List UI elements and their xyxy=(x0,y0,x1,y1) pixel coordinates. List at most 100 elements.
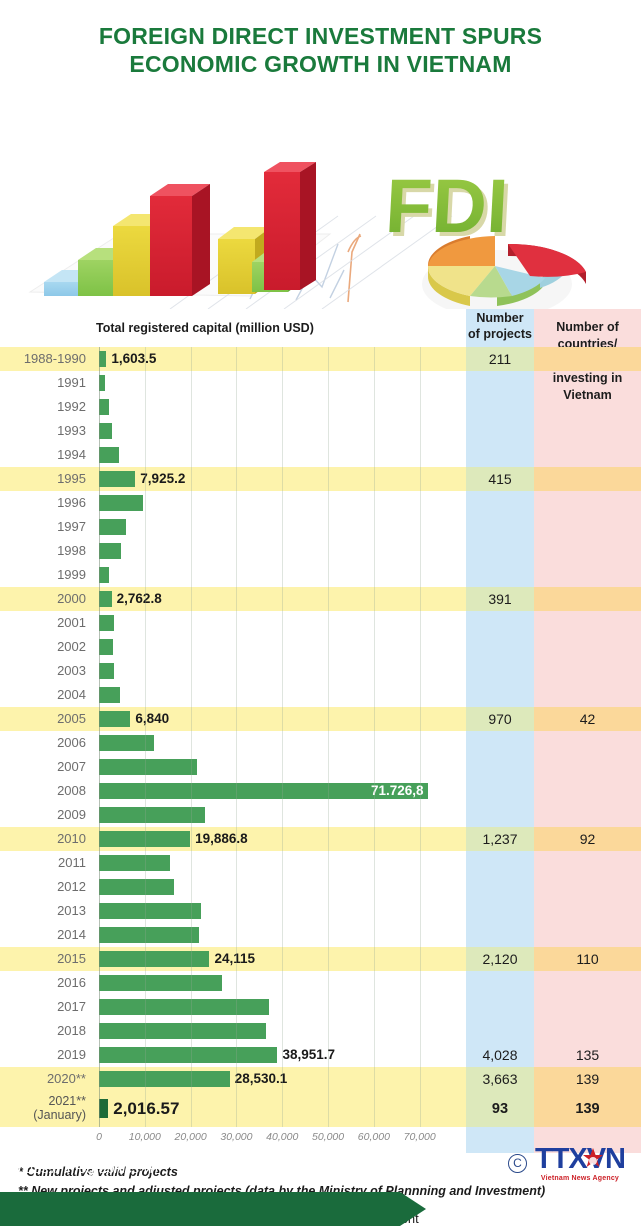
table-header-row: Total registered capital (million USD) N… xyxy=(0,309,641,402)
table-row: 1995 7,925.2 415 xyxy=(0,467,641,492)
bar-value-label: 6,840 xyxy=(135,711,170,727)
row-band xyxy=(0,1067,466,1092)
cell-number-of-projects: 93 xyxy=(466,1091,534,1128)
row-year-label: 1998 xyxy=(57,543,86,559)
capital-bar xyxy=(99,879,174,896)
footer: * Cumulative valid projects ** New proje… xyxy=(0,1144,641,1226)
row-band xyxy=(0,467,466,492)
capital-bar xyxy=(99,855,171,872)
table-row: 2009 xyxy=(0,803,641,827)
cell-number-of-countries xyxy=(534,347,641,372)
table-row: 2008 71.726,8 xyxy=(0,779,641,803)
cell-number-of-countries xyxy=(534,731,641,755)
cell-number-of-countries xyxy=(534,587,641,612)
capital-bar xyxy=(99,399,109,416)
cell-number-of-projects xyxy=(466,875,534,899)
cell-number-of-projects xyxy=(466,779,534,803)
table-row: 2005 6,840 970 42 xyxy=(0,707,641,732)
cell-number-of-countries xyxy=(534,371,641,395)
row-band xyxy=(0,707,466,732)
ttxvn-wordmark: TTXVN xyxy=(534,1142,626,1175)
row-year-label: 2009 xyxy=(57,807,86,823)
ttxvn-star-icon xyxy=(582,1147,603,1167)
table-row: 2000 2,762.8 391 xyxy=(0,587,641,612)
copyright-icon: C xyxy=(507,1153,527,1173)
cell-number-of-projects: 3,663 xyxy=(466,1067,534,1092)
row-year-label: 2019 xyxy=(57,1047,86,1063)
cell-number-of-countries xyxy=(534,755,641,779)
cell-number-of-projects xyxy=(466,803,534,827)
row-year-label: 1996 xyxy=(57,495,86,511)
bar-value-label: 38,951.7 xyxy=(282,1047,335,1063)
cell-number-of-projects xyxy=(466,683,534,707)
cell-number-of-projects xyxy=(466,971,534,995)
agency-logo: C TTXVN Vietnam News Agency xyxy=(507,1142,626,1182)
table-row: 2002 xyxy=(0,635,641,659)
capital-bar xyxy=(99,591,112,608)
cell-number-of-projects xyxy=(466,395,534,419)
row-year-label: 2020** xyxy=(46,1071,86,1087)
table-row: 2020** 28,530.1 3,663 139 xyxy=(0,1067,641,1092)
capital-bar xyxy=(99,639,113,656)
cell-number-of-projects: 4,028 xyxy=(482,1047,518,1064)
capital-bar xyxy=(99,927,200,944)
capital-bar xyxy=(99,519,127,536)
cell-number-of-projects xyxy=(466,443,534,467)
cell-number-of-countries xyxy=(534,563,641,587)
bar-value-label: 24,115 xyxy=(214,951,256,967)
cell-number-of-projects xyxy=(466,611,534,635)
cell-number-of-projects: 1,237 xyxy=(466,827,534,852)
bar-value-label: 2,762.8 xyxy=(116,591,162,607)
table-row: 2004 xyxy=(0,683,641,707)
row-year-label: 2008 xyxy=(57,783,86,799)
x-axis: 0 10,000 20,000 30,000 40,000 50,000 60,000 70,… xyxy=(0,1127,641,1153)
row-year-label: 1994 xyxy=(57,447,86,463)
table-row: 2015 24,115 2,120 110 xyxy=(0,947,641,972)
title-line-1: FOREIGN DIRECT INVESTMENT SPURS xyxy=(98,23,543,49)
capital-bar xyxy=(99,711,131,728)
cell-number-of-projects xyxy=(466,923,534,947)
ttxvn-logo: TTXVN Vietnam News Agency xyxy=(534,1142,626,1182)
table-row: 1988-1990 1,603.5 211 xyxy=(0,347,641,372)
table-row: 1991 xyxy=(0,371,641,395)
table-row: 2011 xyxy=(0,851,641,875)
countries-column-background xyxy=(534,309,641,1154)
capital-bar xyxy=(99,735,154,752)
axis-tick-label: 0 xyxy=(96,1131,102,1144)
row-year-label: 2007 xyxy=(57,759,86,775)
cell-number-of-projects xyxy=(466,371,534,395)
capital-bar xyxy=(99,951,210,968)
row-year-label: 2017 xyxy=(57,999,86,1015)
url-banner xyxy=(0,1191,426,1226)
capital-bar xyxy=(99,687,120,704)
capital-bar xyxy=(99,1099,109,1119)
row-year-label: 2014 xyxy=(57,927,86,943)
row-band xyxy=(0,587,466,612)
table-row: 1996 xyxy=(0,491,641,515)
axis-tick-label: 10,000 xyxy=(128,1131,161,1144)
page-title: FOREIGN DIRECT INVESTMENT SPURS ECONOMIC… xyxy=(0,0,641,84)
axis-tick-label: 20,000 xyxy=(174,1131,207,1144)
cell-number-of-projects xyxy=(466,563,534,587)
projects-column-background xyxy=(466,309,534,1154)
row-band xyxy=(0,347,466,372)
table-row: 2012 xyxy=(0,875,641,899)
capital-bar xyxy=(99,375,105,392)
cell-number-of-projects xyxy=(466,1019,534,1043)
cell-number-of-countries xyxy=(534,923,641,947)
table-row: 1993 xyxy=(0,419,641,443)
cell-number-of-projects xyxy=(466,659,534,683)
capital-bar xyxy=(99,999,269,1016)
cell-number-of-countries xyxy=(534,899,641,923)
cell-number-of-projects xyxy=(466,419,534,443)
row-year-label: 1993 xyxy=(57,423,86,439)
table-row: 2021** (January) 2,016.57 93 139 xyxy=(0,1091,641,1128)
table-row: 2017 xyxy=(0,995,641,1019)
capital-bar xyxy=(99,567,110,584)
cell-number-of-countries: 92 xyxy=(534,827,641,852)
bar-value-label: 71.726,8 xyxy=(371,783,424,799)
capital-bar xyxy=(99,1047,278,1064)
row-year-label: 2015 xyxy=(57,951,86,967)
cell-number-of-projects: 391 xyxy=(466,587,534,612)
decorative-bar-red-1 xyxy=(150,184,210,297)
